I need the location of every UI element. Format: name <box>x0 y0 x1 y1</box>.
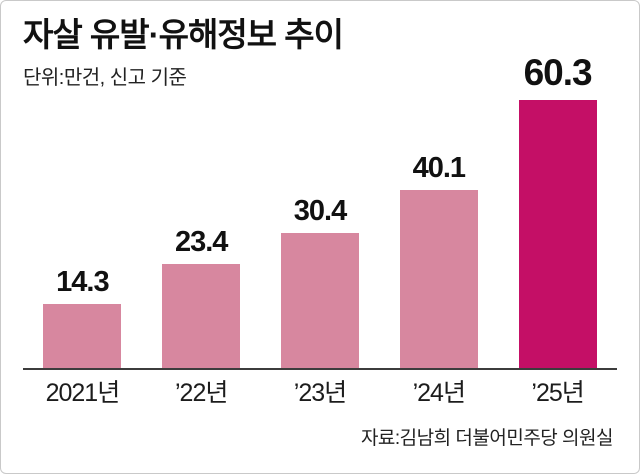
x-axis: 2021년 ’22년 ’23년 ’24년 ’25년 <box>23 373 617 409</box>
bar-value-label: 30.4 <box>293 195 347 227</box>
bar-value-label: 23.4 <box>174 226 228 258</box>
source-note: 자료:김남희 더불어민주당 의원실 <box>360 428 614 449</box>
bar-column: 14.3 <box>23 47 142 368</box>
bar <box>518 100 597 368</box>
bar <box>162 264 241 368</box>
bar <box>280 233 359 368</box>
bar-column: 60.3 <box>498 47 617 368</box>
bar-value-label: 14.3 <box>56 266 109 298</box>
bar-column: 40.1 <box>379 47 498 368</box>
page-title: 자살 유발·유해정보 추이 <box>23 16 344 53</box>
bar <box>399 190 478 368</box>
bar-value-label: 40.1 <box>412 152 466 184</box>
bar-chart: 14.3 23.4 30.4 40.1 60.3 <box>23 47 617 370</box>
bar-value-label: 60.3 <box>523 52 593 93</box>
x-axis-label: ’25년 <box>531 379 584 407</box>
bar <box>43 304 122 368</box>
x-axis-label: 2021년 <box>45 379 121 407</box>
x-axis-label: ’22년 <box>175 379 228 407</box>
x-axis-label: ’23년 <box>293 379 347 407</box>
bar-column: 30.4 <box>261 47 380 368</box>
chart-unit-note: 단위:만건, 신고 기준 <box>23 66 187 89</box>
bar-column: 23.4 <box>142 47 261 368</box>
x-axis-label: ’24년 <box>412 379 466 407</box>
